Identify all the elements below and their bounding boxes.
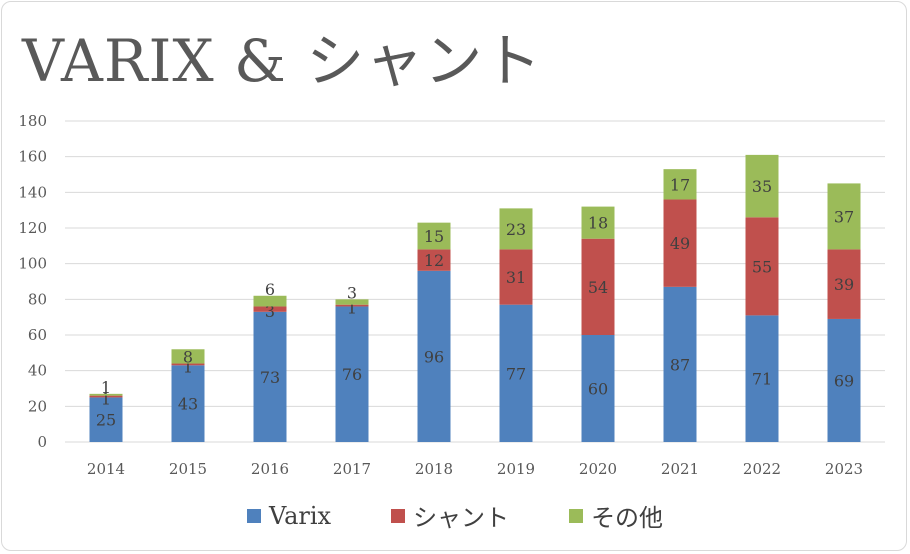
bar-segment-2 — [335, 304, 369, 307]
bar-segment-2 — [581, 238, 615, 335]
data-label: 43 — [178, 395, 198, 414]
data-label: 49 — [670, 234, 690, 253]
bar-segment-3 — [335, 299, 369, 305]
y-tick-label: 100 — [18, 255, 47, 273]
data-label: 15 — [424, 227, 444, 246]
bar-segment-3 — [171, 349, 205, 364]
data-label: 1 — [183, 357, 193, 376]
legend-item-2: シャント — [391, 498, 509, 533]
data-label: 71 — [752, 370, 772, 389]
data-label: 69 — [834, 371, 854, 390]
bar-segment-1 — [253, 311, 287, 442]
legend-item-1: Varix — [246, 498, 332, 533]
bar-segment-3 — [663, 169, 697, 200]
bar-segment-1 — [663, 286, 697, 442]
data-label: 35 — [752, 177, 772, 196]
data-label: 76 — [342, 365, 362, 384]
bar-segment-2 — [745, 217, 779, 316]
bar-segment-3 — [827, 183, 861, 250]
y-tick-label: 160 — [18, 148, 47, 166]
x-tick-label: 2020 — [579, 460, 617, 478]
x-tick-label: 2014 — [87, 460, 125, 478]
bar-segment-2 — [253, 306, 287, 312]
legend-swatch — [391, 508, 406, 523]
x-tick-label: 2017 — [333, 460, 371, 478]
data-label: 17 — [670, 175, 690, 194]
bar-segment-3 — [417, 222, 451, 250]
data-label: 8 — [183, 347, 193, 366]
bar-segment-2 — [663, 199, 697, 287]
data-label: 12 — [424, 251, 444, 270]
data-label: 1 — [101, 378, 111, 397]
data-label: 3 — [347, 283, 357, 302]
y-tick-label: 120 — [18, 219, 47, 237]
bar-segment-1 — [827, 318, 861, 442]
x-tick-label: 2016 — [251, 460, 289, 478]
data-label: 1 — [101, 390, 111, 409]
data-label: 77 — [506, 364, 526, 383]
bar-segment-1 — [745, 315, 779, 442]
bar-segment-3 — [253, 295, 287, 307]
x-tick-label: 2022 — [743, 460, 781, 478]
data-label: 37 — [834, 207, 854, 226]
data-label: 96 — [424, 347, 444, 366]
bar-segment-2 — [171, 363, 205, 366]
bar-segment-2 — [417, 249, 451, 271]
bar-segment-2 — [827, 249, 861, 319]
x-tick-label: 2015 — [169, 460, 207, 478]
legend-label: その他 — [591, 504, 664, 532]
bar-segment-2 — [499, 249, 533, 305]
data-label: 60 — [588, 380, 608, 399]
chart-title: VARIX & シャント — [22, 27, 543, 95]
bar-segment-3 — [745, 154, 779, 218]
x-tick-label: 2023 — [825, 460, 863, 478]
y-tick-label: 0 — [37, 433, 47, 451]
data-label: 23 — [506, 220, 526, 239]
y-tick-label: 80 — [28, 290, 47, 308]
chart-legend: Varix シャント その他 — [0, 498, 910, 533]
y-tick-label: 40 — [28, 362, 47, 380]
data-label: 3 — [265, 302, 275, 321]
bar-segment-2 — [89, 395, 123, 398]
y-tick-label: 180 — [18, 112, 47, 130]
bar-segment-3 — [89, 393, 123, 396]
x-tick-label: 2021 — [661, 460, 699, 478]
data-label: 1 — [347, 299, 357, 318]
bar-segment-1 — [581, 335, 615, 442]
x-tick-label: 2018 — [415, 460, 453, 478]
bar-segment-1 — [335, 306, 369, 442]
bar-segment-1 — [417, 270, 451, 442]
data-label: 18 — [588, 214, 608, 233]
bar-segment-1 — [89, 397, 123, 442]
y-tick-label: 20 — [28, 397, 47, 415]
bar-segment-3 — [499, 208, 533, 250]
data-label: 39 — [834, 275, 854, 294]
bar-segment-3 — [581, 206, 615, 239]
bar-segment-1 — [171, 365, 205, 442]
y-tick-label: 140 — [18, 183, 47, 201]
bar-segment-1 — [499, 304, 533, 442]
x-tick-label: 2019 — [497, 460, 535, 478]
legend-swatch — [569, 508, 584, 523]
legend-label: シャント — [413, 504, 510, 532]
data-label: 6 — [265, 280, 275, 299]
data-label: 31 — [506, 268, 526, 287]
data-label: 55 — [752, 257, 772, 276]
legend-swatch — [246, 508, 261, 523]
data-label: 25 — [96, 411, 116, 430]
data-label: 87 — [670, 355, 690, 374]
data-label: 54 — [588, 278, 608, 297]
legend-label: Varix — [268, 501, 332, 530]
y-tick-label: 60 — [28, 326, 47, 344]
data-label: 73 — [260, 368, 280, 387]
legend-item-3: その他 — [569, 498, 663, 533]
